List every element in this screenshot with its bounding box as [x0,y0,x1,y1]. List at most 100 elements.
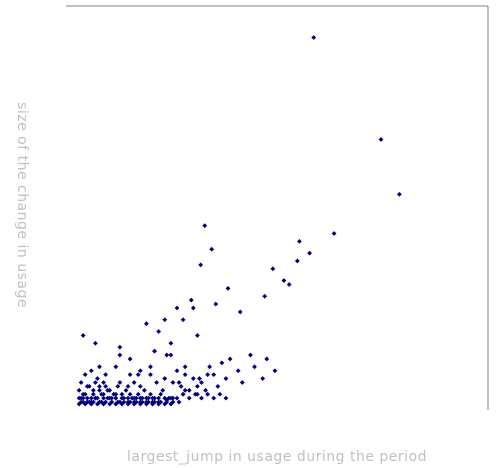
data-point [297,238,302,244]
data-point [82,391,88,397]
data-point [103,372,108,378]
plot-frame [66,5,489,410]
data-point [146,399,151,405]
data-point [84,395,90,401]
data-point [113,395,119,401]
data-point [237,309,243,315]
data-point [180,317,186,323]
data-point [95,401,100,407]
data-points [76,35,402,407]
data-point [117,344,123,350]
data-point [125,384,131,389]
data-point [205,391,210,397]
data-point [190,376,196,381]
data-point [137,384,143,389]
data-point [156,401,162,407]
data-point [97,399,102,405]
data-point [125,395,131,401]
data-point [150,395,155,401]
data-point [137,368,143,374]
data-point [154,380,159,385]
data-point [101,401,106,407]
data-point [270,266,276,272]
data-point [82,401,88,407]
data-point [248,352,253,358]
data-point [135,391,141,397]
data-point [176,380,182,385]
data-point [213,301,219,307]
data-point [186,395,192,401]
data-point [141,387,147,393]
data-point [217,391,223,397]
data-point [203,387,208,393]
data-point [127,372,133,378]
data-point [162,317,168,323]
data-point [180,391,186,397]
data-point [197,376,202,381]
data-point [235,368,241,374]
data-point [225,286,231,291]
data-point [168,340,174,346]
y-axis-title: size of the change in usage [14,102,30,308]
data-point [127,356,133,362]
data-point [97,384,102,389]
data-point [182,364,188,370]
data-point [101,380,106,385]
data-point [144,401,149,407]
data-point [93,395,98,401]
data-point [168,395,174,401]
data-point [186,387,192,393]
data-point [168,401,174,407]
data-point [121,399,127,405]
data-point [188,297,194,303]
data-point [103,399,108,405]
data-point [262,293,268,299]
data-point [113,401,119,407]
data-point [148,364,153,370]
data-point [205,372,210,378]
data-point [88,401,94,407]
data-point [192,391,198,397]
data-point [76,401,82,407]
data-point [272,368,278,374]
data-point [119,401,125,407]
data-point [264,356,270,362]
data-point [307,250,312,256]
data-point [170,380,176,385]
data-point [176,399,182,405]
data-point [162,395,168,401]
data-point [164,399,170,405]
data-point [239,380,245,385]
data-point [174,368,180,374]
data-point [144,321,149,327]
data-point [78,399,84,405]
data-point [202,223,208,229]
data-point [107,395,113,401]
data-point [378,137,384,142]
data-point [86,384,92,389]
data-point [125,401,131,407]
x-axis-title: largest_jump in usage during the period [127,449,427,465]
data-point [113,364,119,370]
data-point [115,384,121,389]
data-point [219,360,225,366]
data-point [174,305,180,311]
data-point [199,395,204,401]
data-point [162,376,168,381]
data-point [80,395,86,401]
data-point [396,191,402,197]
data-point [139,399,145,405]
data-point [90,391,96,397]
data-point [148,391,153,397]
data-point [156,395,162,401]
data-point [198,262,204,268]
data-point [195,384,200,389]
data-point [207,364,213,370]
data-point [97,387,102,393]
data-point [286,282,292,287]
data-point [144,395,149,401]
data-point [164,352,170,358]
data-point [150,401,155,407]
data-point [93,340,98,346]
data-point [215,384,221,389]
